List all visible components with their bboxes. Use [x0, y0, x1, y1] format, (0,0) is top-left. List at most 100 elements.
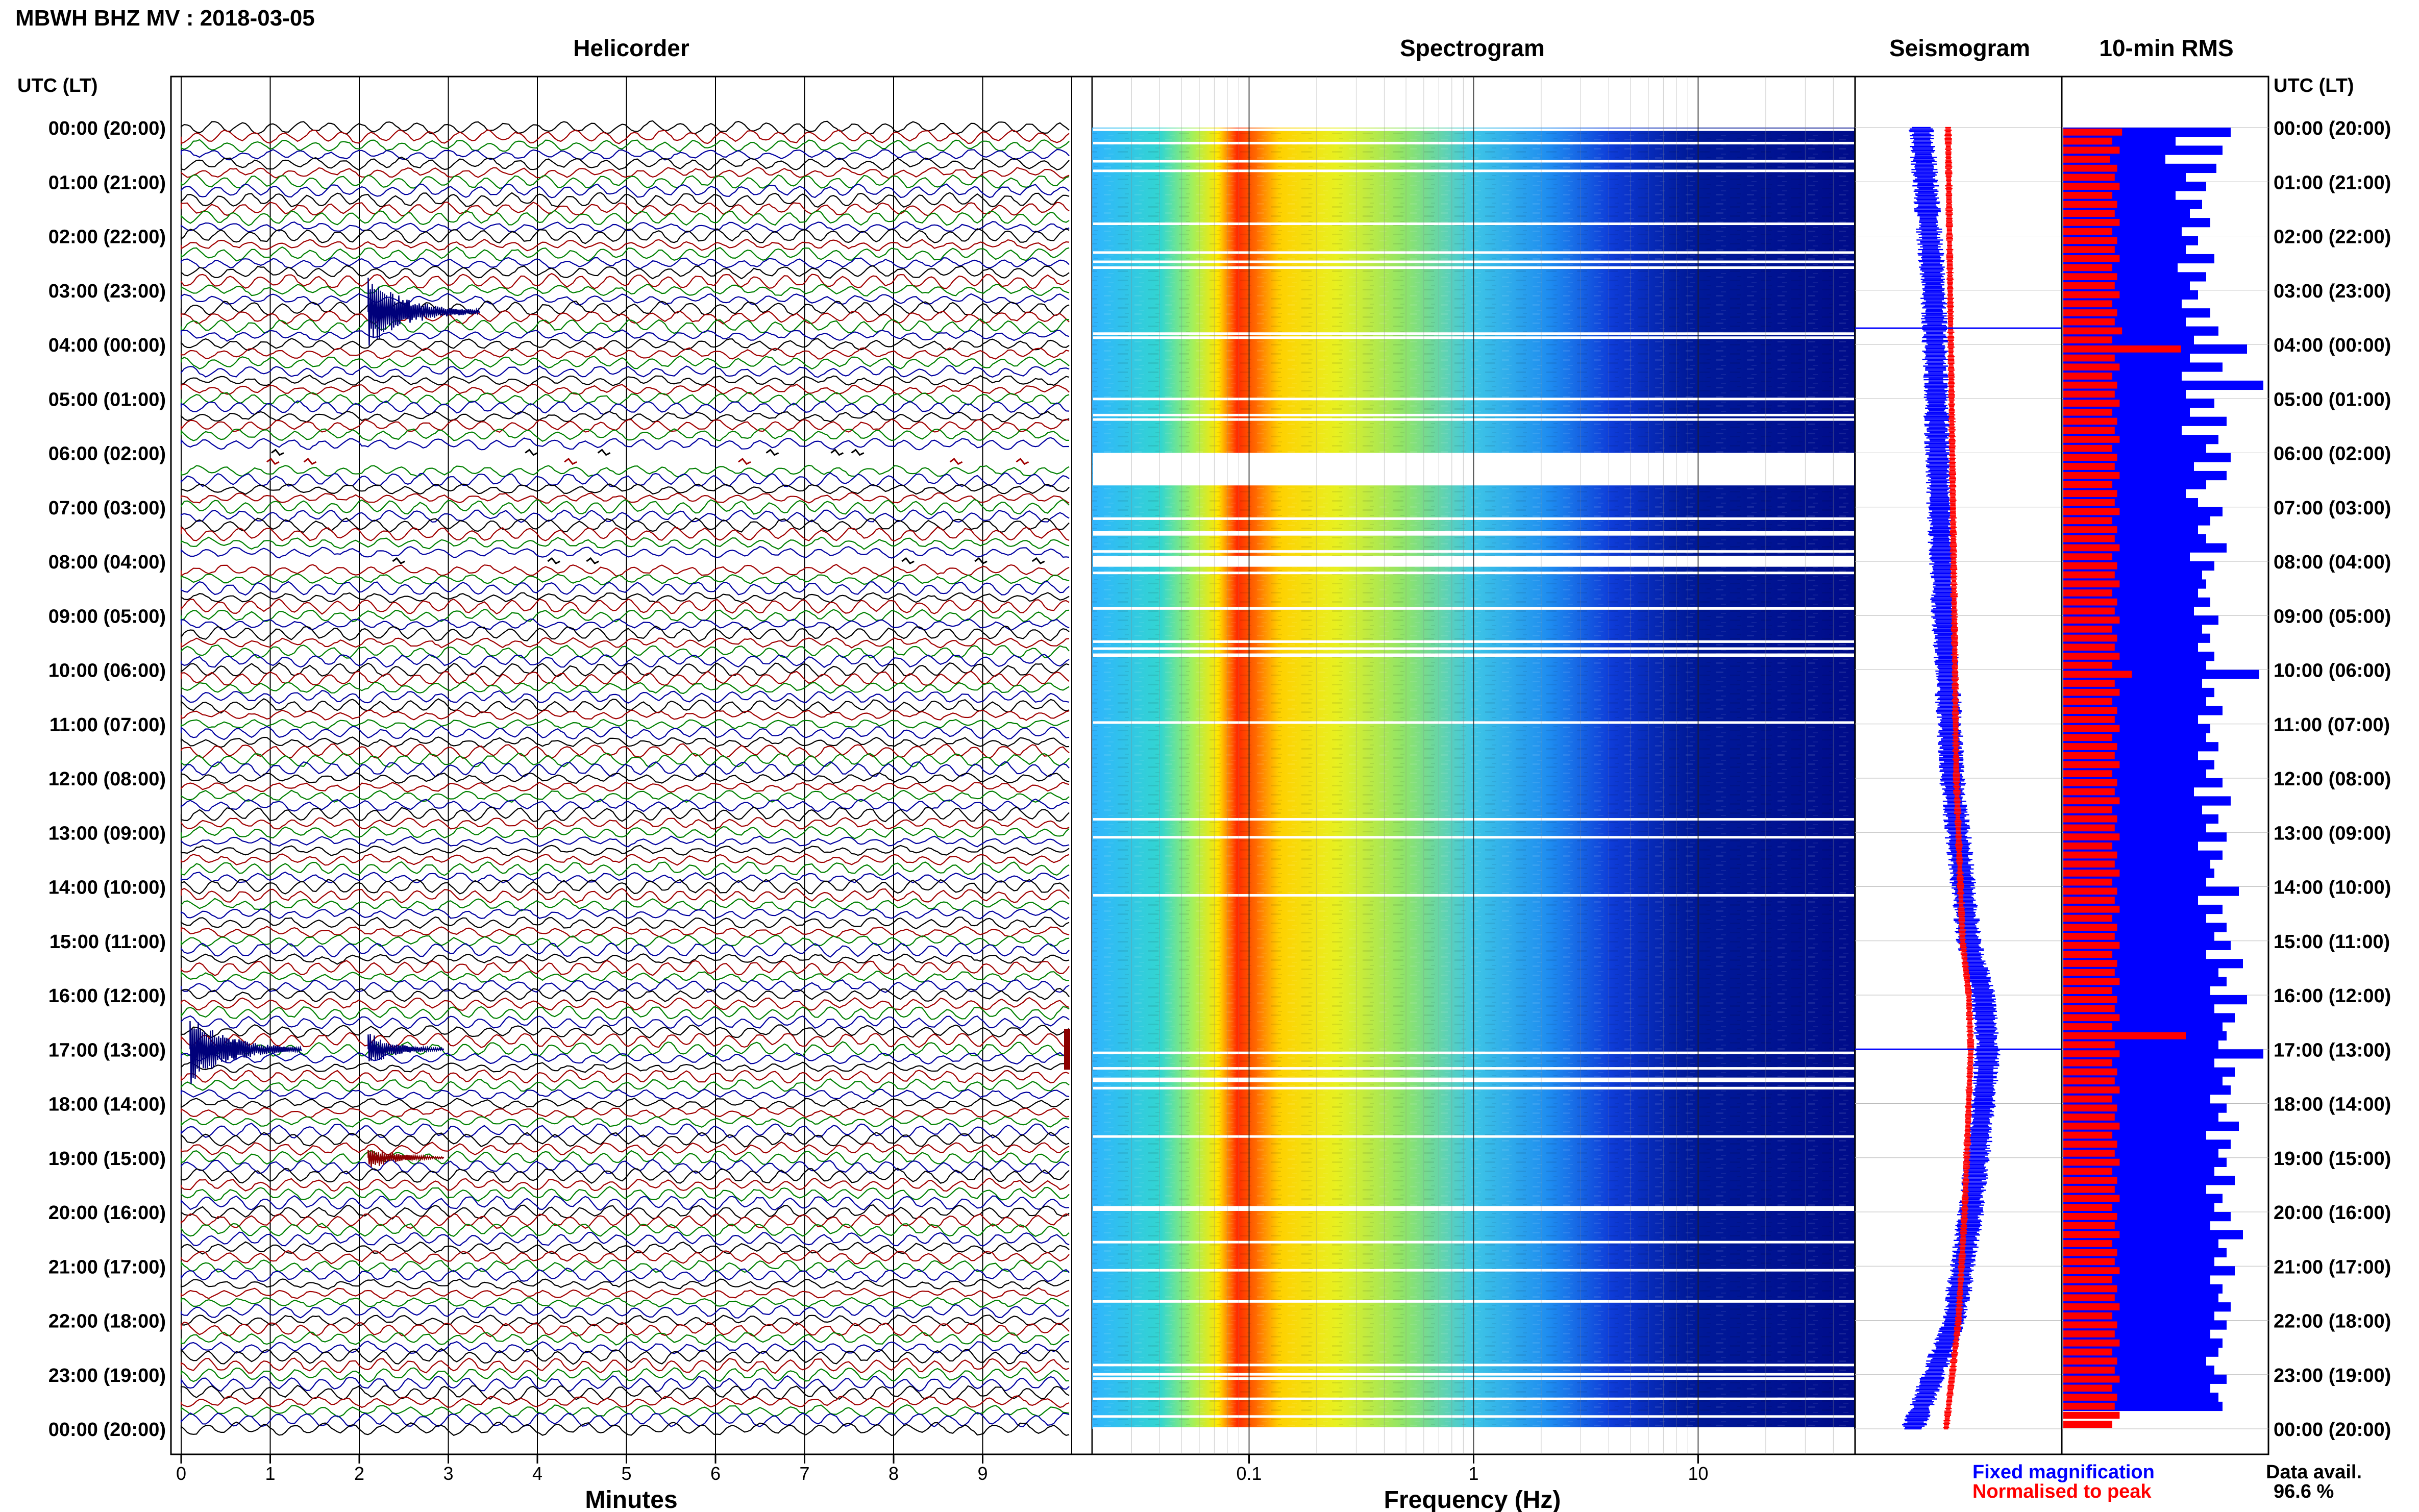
helicorder-traces: [180, 120, 1070, 1436]
helicorder-trace: [180, 238, 1070, 252]
helicorder-trace: [180, 1287, 1070, 1300]
helicorder-frame: [170, 76, 1093, 1455]
time-label-right: 18:00 (14:00): [2274, 1094, 2391, 1116]
rms-bar-normalised: [2063, 282, 2115, 289]
helicorder-trace: [180, 1131, 1070, 1148]
trace-fragment: [974, 557, 988, 564]
helicorder-trace: [180, 934, 1070, 947]
time-label-right: 22:00 (18:00): [2274, 1311, 2391, 1332]
rms-bar-normalised: [2063, 535, 2115, 542]
helicorder-trace: [180, 789, 1070, 803]
helicorder-trace: [180, 806, 1070, 823]
rms-bar-normalised: [2063, 1141, 2117, 1148]
rms-bar-normalised: [2063, 734, 2112, 741]
helicorder-trace: [180, 971, 1070, 984]
rms-bar-normalised: [2063, 1348, 2112, 1356]
helicorder-trace: [180, 1297, 1070, 1308]
helicorder-trace: [180, 536, 1070, 550]
helicorder-trace: [180, 1267, 1070, 1283]
time-label-right: 02:00 (22:00): [2274, 227, 2391, 248]
helicorder-trace: [180, 637, 1070, 649]
helicorder-trace: [180, 228, 1070, 244]
rms-bar-normalised: [2063, 833, 2120, 840]
rms-bar-normalised: [2063, 246, 2115, 253]
time-label-left: 05:00 (01:00): [48, 389, 166, 410]
rms-bar-normalised: [2063, 598, 2117, 606]
helicorder-trace: [180, 752, 1070, 768]
rms-bar-normalised: [2063, 517, 2112, 525]
helicorder-event: [189, 1021, 302, 1084]
trace-fragment: [266, 458, 280, 465]
helicorder-trace: [180, 509, 1070, 523]
rms-bar-normalised: [2063, 887, 2117, 895]
helicorder-trace: [180, 1195, 1070, 1211]
legend-normalised-to-peak: Normalised to peak: [1972, 1481, 2152, 1502]
helicorder-trace: [180, 464, 1070, 478]
helicorder-trace: [180, 879, 1070, 895]
frequency-tick-label: 0.1: [1237, 1463, 1262, 1484]
trace-fragment: [271, 449, 284, 456]
rms-bar-normalised: [2063, 390, 2115, 398]
rms-bar-normalised: [2063, 137, 2112, 145]
rms-bar-normalised: [2063, 164, 2117, 172]
helicorder-trace: [180, 1098, 1070, 1110]
helicorder-trace: [180, 698, 1070, 714]
rms-bar-normalised: [2063, 914, 2112, 922]
helicorder-trace: [180, 1331, 1070, 1346]
helicorder-trace: [180, 1032, 1070, 1049]
rms-bar-normalised: [2063, 1285, 2117, 1293]
rms-bar-normalised: [2063, 1231, 2120, 1238]
helicorder-trace: [180, 174, 1070, 189]
rms-bar-normalised: [2063, 589, 2112, 597]
rms-bar-normalised: [2063, 1113, 2115, 1121]
rms-bar-normalised: [2063, 643, 2115, 651]
trace-fragment: [303, 458, 317, 465]
rms-bar-normalised: [2063, 1168, 2112, 1175]
helicorder-trace: [180, 798, 1070, 812]
helicorder-trace: [180, 835, 1070, 848]
time-label-right: 00:00 (20:00): [2274, 118, 2391, 139]
helicorder-trace: [180, 1241, 1070, 1255]
frequency-axis: 0.1 1 10: [1237, 1454, 1708, 1484]
helicorder-trace: [180, 943, 1070, 958]
rms-bar-normalised: [2063, 770, 2112, 777]
time-label-right: 03:00 (23:00): [2274, 281, 2391, 302]
helicorder-events: [189, 278, 1070, 1167]
trace-fragment: [1016, 458, 1029, 465]
rms-bars: [2063, 128, 2263, 1428]
helicorder-trace: [180, 1088, 1070, 1101]
rms-bar-normalised: [2063, 1402, 2115, 1410]
helicorder-trace: [180, 609, 1070, 623]
helicorder-trace: [180, 1421, 1070, 1436]
rms-bar-normalised: [2063, 688, 2120, 696]
rms-bar-normalised: [2063, 544, 2120, 552]
rms-bar-normalised: [2063, 905, 2120, 913]
rms-bar-normalised: [2063, 580, 2120, 588]
helicorder-trace: [180, 1259, 1070, 1273]
trace-fragment: [1031, 557, 1045, 564]
time-label-right: 11:00 (07:00): [2274, 714, 2390, 736]
time-label-right: 21:00 (17:00): [2274, 1256, 2391, 1278]
helicorder-trace: [180, 908, 1070, 920]
rms-bar-normalised: [2063, 842, 2112, 850]
helicorder-trace: [180, 499, 1070, 515]
rms-bar-normalised: [2063, 680, 2115, 687]
helicorder-trace: [180, 1115, 1070, 1128]
time-label-left: 06:00 (02:00): [48, 443, 166, 465]
helicorder-trace: [180, 284, 1070, 297]
trace-fragment: [547, 557, 560, 564]
rms-panel: [2061, 76, 2269, 1455]
rms-bar-normalised: [2063, 345, 2181, 353]
helicorder-trace: [180, 318, 1070, 334]
rms-bar-normalised: [2063, 381, 2117, 389]
helicorder-trace: [180, 1123, 1070, 1139]
helicorder-trace: [180, 383, 1070, 395]
helicorder-trace: [180, 689, 1070, 704]
minute-tick-label: 7: [799, 1463, 809, 1484]
rms-bar-normalised: [2063, 191, 2112, 199]
time-label-left: 17:00 (13:00): [48, 1039, 166, 1061]
rms-bar-normalised: [2063, 1375, 2120, 1383]
time-label-left: 00:00 (20:00): [48, 118, 166, 139]
helicorder-trace: [180, 826, 1070, 839]
